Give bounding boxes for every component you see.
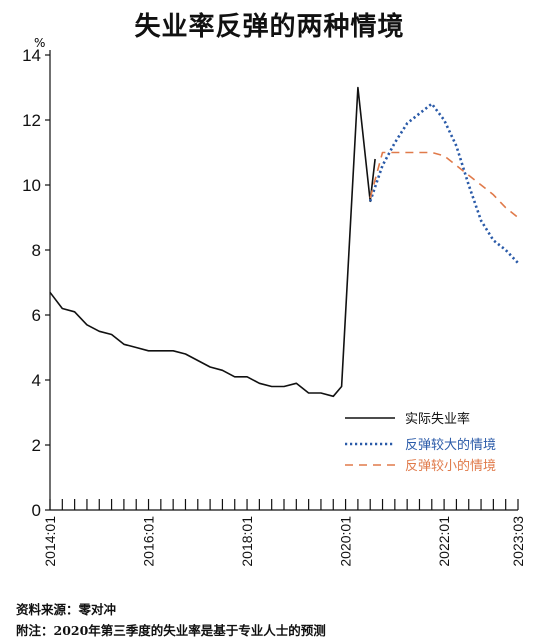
y-tick-label: 4 bbox=[32, 371, 41, 390]
y-unit-label: % bbox=[34, 36, 45, 50]
legend-label: 反弹较小的情境 bbox=[405, 458, 496, 474]
legend-label: 实际失业率 bbox=[405, 411, 470, 427]
chart-title: 失业率反弹的两种情境 bbox=[134, 12, 405, 42]
x-tick-label: 2014:01 bbox=[42, 516, 58, 567]
footnote: 附注：2020年第三季度的失业率是基于专业人士的预测 bbox=[16, 623, 326, 638]
x-tick-label: 2022:01 bbox=[436, 516, 452, 567]
x-tick-label: 2020:01 bbox=[338, 516, 354, 567]
y-tick-label: 14 bbox=[22, 46, 41, 65]
unemployment-line-chart: % 0 2 4 6 8 10 12 14 2014:01 2016:01 2018:01 2020:01… bbox=[22, 36, 526, 567]
x-tick-label: 2016:01 bbox=[141, 516, 157, 567]
y-tick-label: 12 bbox=[22, 111, 41, 130]
series-line bbox=[368, 102, 519, 264]
y-tick-label: 8 bbox=[32, 241, 41, 260]
y-tick-label: 10 bbox=[22, 176, 41, 195]
y-tick-label: 0 bbox=[32, 501, 41, 520]
series-lines bbox=[49, 86, 519, 398]
series-line bbox=[369, 151, 519, 219]
x-tick-label: 2023:03 bbox=[510, 516, 526, 567]
source-note: 资料来源：零对冲 bbox=[16, 602, 117, 617]
y-tick-label: 2 bbox=[32, 436, 41, 455]
x-tick-label: 2018:01 bbox=[239, 516, 255, 567]
legend-label: 反弹较大的情境 bbox=[405, 437, 496, 453]
y-tick-label: 6 bbox=[32, 306, 41, 325]
series-line bbox=[49, 86, 376, 398]
axes: % 0 2 4 6 8 10 12 14 2014:01 2016:01 2018:01 2020:01… bbox=[22, 36, 526, 567]
